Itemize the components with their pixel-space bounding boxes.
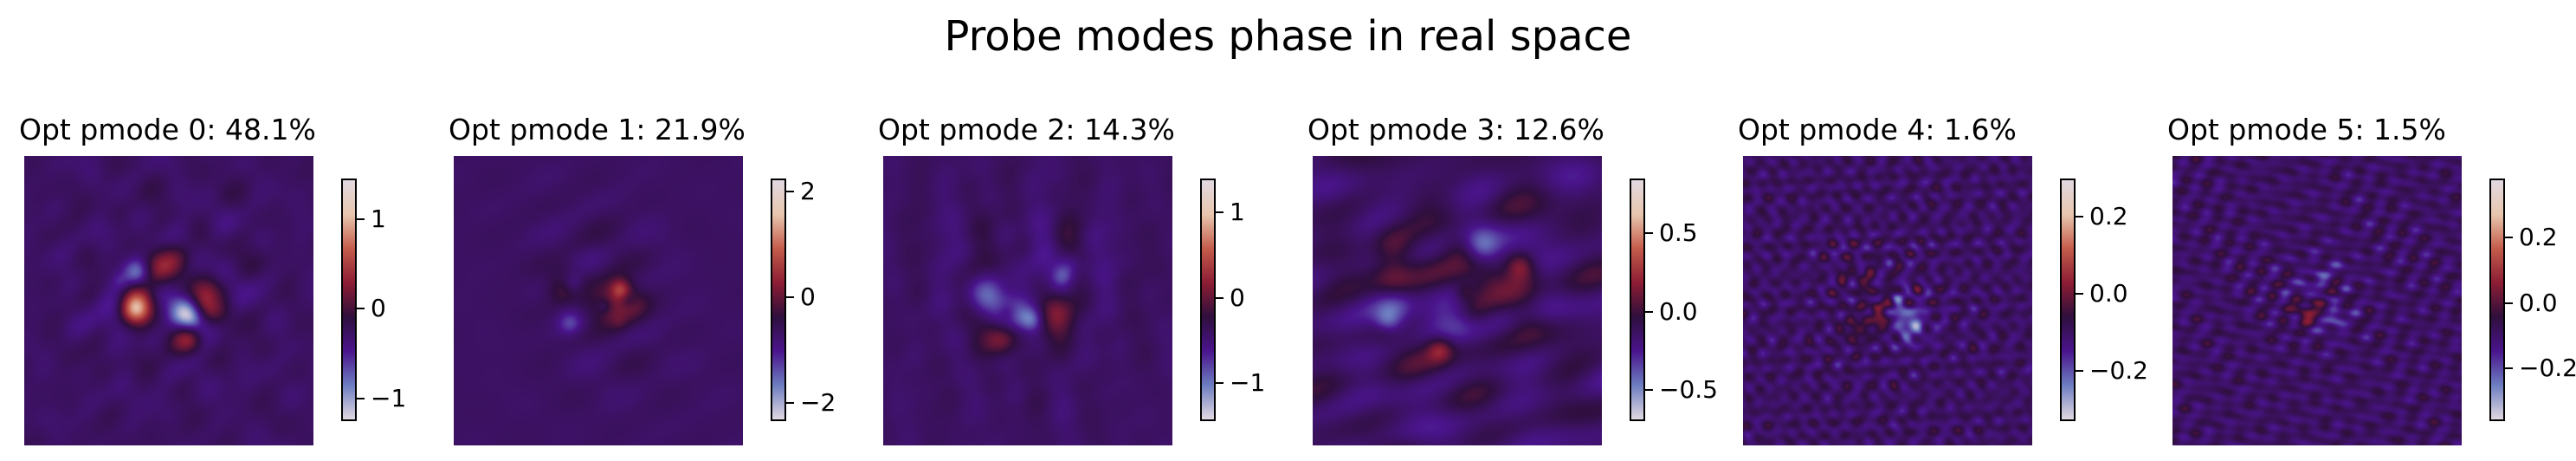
colorbar-tick xyxy=(2076,293,2083,295)
colorbar-ticks: −0.2 0.0 0.2 xyxy=(2505,179,2576,421)
colorbar-tick-label: 0 xyxy=(1230,282,1245,312)
colorbar-tick-label: 0.2 xyxy=(2089,202,2128,231)
colorbar-tick xyxy=(2076,370,2083,373)
colorbar-tick xyxy=(357,218,365,220)
panel-title: Opt pmode 3: 12.6% xyxy=(1307,113,1604,146)
colorbar-tick xyxy=(786,295,794,298)
panel-title: Opt pmode 4: 1.6% xyxy=(1738,113,2017,146)
colorbar xyxy=(1200,179,1216,421)
phase-image xyxy=(2172,156,2462,445)
colorbar-tick-label: 0.5 xyxy=(1659,218,1698,248)
mode-panel-5: Opt pmode 5: 1.5% −0.2 0.0 0.2 xyxy=(2167,0,2576,461)
colorbar-tick xyxy=(357,398,365,400)
panel-title: Opt pmode 2: 14.3% xyxy=(878,113,1175,146)
colorbar-tick xyxy=(1216,211,1223,214)
panel-title: Opt pmode 0: 48.1% xyxy=(19,113,316,146)
colorbar-tick xyxy=(1216,381,1223,384)
mode-panel-0: Opt pmode 0: 48.1% −1 0 1 xyxy=(19,0,435,461)
colorbar-tick-label: 0 xyxy=(371,294,386,323)
colorbar-tick xyxy=(2505,367,2513,370)
colorbar-tick xyxy=(1216,296,1223,299)
mode-panel-1: Opt pmode 1: 21.9% −2 0 2 xyxy=(449,0,864,461)
colorbar-tick-label: 0.0 xyxy=(2519,288,2558,317)
phase-image xyxy=(1313,156,1602,445)
colorbar-tick-label: 0.0 xyxy=(1659,296,1698,326)
colorbar-ticks: −0.5 0.0 0.5 xyxy=(1645,179,1732,421)
colorbar-tick-label: −0.5 xyxy=(1659,374,1718,404)
colorbar-tick-label: 0.2 xyxy=(2519,223,2558,252)
mode-panel-2: Opt pmode 2: 14.3% −1 0 1 xyxy=(878,0,1294,461)
figure-suptitle: Probe modes phase in real space xyxy=(944,12,1632,61)
colorbar xyxy=(771,179,786,421)
colorbar-ticks: −1 0 1 xyxy=(357,179,443,421)
colorbar-tick-label: 2 xyxy=(800,177,816,206)
colorbar-tick-label: −0.2 xyxy=(2089,356,2148,386)
colorbar-tick-label: 1 xyxy=(371,204,386,233)
colorbar-tick-label: −2 xyxy=(800,387,836,417)
colorbar-tick xyxy=(357,308,365,310)
colorbar-tick xyxy=(1645,232,1653,235)
colorbar-tick xyxy=(786,401,794,404)
colorbar-tick xyxy=(2505,302,2513,304)
colorbar-tick xyxy=(786,191,794,193)
phase-image xyxy=(883,156,1172,445)
mode-panel-3: Opt pmode 3: 12.6% −0.5 0.0 0.5 xyxy=(1307,0,1723,461)
colorbar xyxy=(341,179,357,421)
colorbar xyxy=(2060,179,2076,421)
colorbar-tick-label: −1 xyxy=(1230,367,1266,397)
colorbar-tick-label: −0.2 xyxy=(2519,354,2576,383)
colorbar-tick-label: 0 xyxy=(800,282,816,311)
colorbar-tick-label: 1 xyxy=(1230,198,1245,227)
colorbar-tick xyxy=(2076,216,2083,218)
colorbar-tick-label: 0.0 xyxy=(2089,279,2128,308)
colorbar-tick xyxy=(2505,237,2513,239)
panel-title: Opt pmode 1: 21.9% xyxy=(449,113,746,146)
phase-image xyxy=(24,156,313,445)
mode-panel-4: Opt pmode 4: 1.6% −0.2 0.0 0.2 xyxy=(1738,0,2153,461)
colorbar-tick-label: −1 xyxy=(371,384,407,413)
colorbar xyxy=(2489,179,2505,421)
phase-image xyxy=(454,156,743,445)
colorbar xyxy=(1630,179,1645,421)
colorbar-tick xyxy=(1645,310,1653,313)
phase-image xyxy=(1743,156,2032,445)
colorbar-ticks: −2 0 2 xyxy=(786,179,873,421)
colorbar-ticks: −1 0 1 xyxy=(1216,179,1302,421)
colorbar-tick xyxy=(1645,388,1653,391)
colorbar-ticks: −0.2 0.0 0.2 xyxy=(2076,179,2162,421)
panel-title: Opt pmode 5: 1.5% xyxy=(2167,113,2446,146)
